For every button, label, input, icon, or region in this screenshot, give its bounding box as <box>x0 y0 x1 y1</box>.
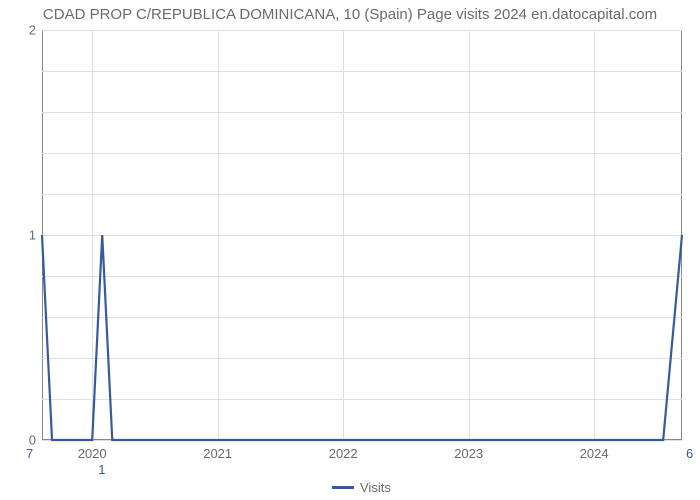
legend-label: Visits <box>360 480 391 495</box>
x-tick-label: 2024 <box>580 446 609 461</box>
corner-label-bottom-left: 1 <box>98 462 105 477</box>
y-tick-label: 2 <box>14 23 36 38</box>
chart-container: CDAD PROP C/REPUBLICA DOMINICANA, 10 (Sp… <box>0 0 700 500</box>
chart-title: CDAD PROP C/REPUBLICA DOMINICANA, 10 (Sp… <box>0 6 700 23</box>
plot-area <box>42 30 682 440</box>
legend: Visits <box>332 480 391 495</box>
y-tick-label: 1 <box>14 228 36 243</box>
corner-label-top-left: 7 <box>26 446 33 461</box>
x-tick-label: 2022 <box>329 446 358 461</box>
x-tick-label: 2021 <box>203 446 232 461</box>
line-series <box>42 30 682 440</box>
corner-label-bottom-right: 6 <box>686 446 693 461</box>
x-tick-label: 2023 <box>454 446 483 461</box>
legend-swatch <box>332 486 354 489</box>
x-tick-label: 2020 <box>78 446 107 461</box>
